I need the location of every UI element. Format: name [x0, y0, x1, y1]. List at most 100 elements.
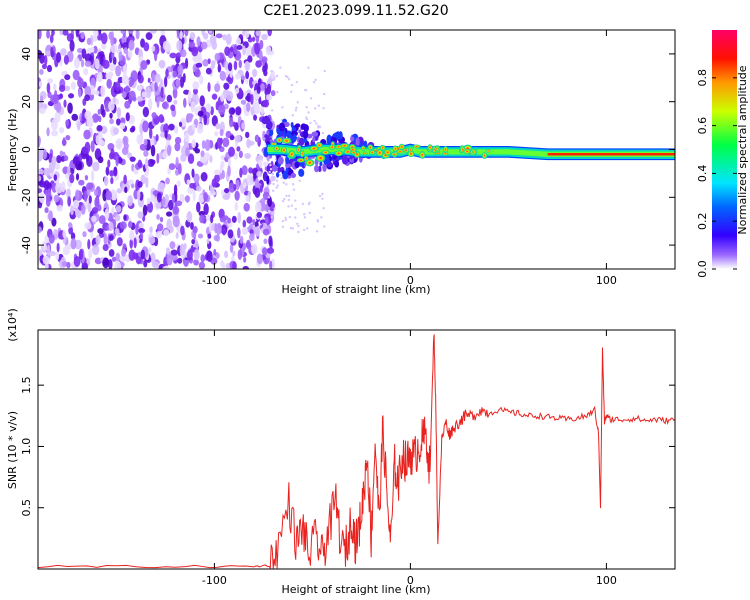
noise-dot	[39, 69, 44, 75]
noise-dot	[203, 192, 209, 202]
noise-dot	[195, 185, 202, 192]
noise-dot	[77, 121, 81, 131]
noise-dot	[62, 230, 67, 239]
noise-dot	[52, 83, 57, 91]
noise-dot	[121, 74, 129, 85]
noise-dot	[97, 30, 102, 35]
noise-dot	[245, 195, 250, 202]
noise-dot	[295, 106, 298, 110]
noise-dot	[49, 34, 54, 44]
noise-dot	[269, 77, 273, 80]
noise-dot	[208, 222, 213, 233]
noise-dot	[56, 155, 62, 164]
noise-dot	[109, 112, 113, 119]
noise-dot	[87, 239, 91, 250]
noise-dot	[208, 30, 213, 34]
noise-dot	[156, 152, 160, 164]
noise-dot	[55, 182, 63, 194]
signal-blob	[407, 150, 415, 158]
noise-dot	[207, 82, 211, 93]
noise-dot	[140, 249, 146, 260]
signal-halo-dot	[350, 136, 355, 141]
noise-dot	[48, 162, 55, 173]
noise-dot	[95, 234, 101, 246]
snr-frame	[37, 329, 676, 570]
noise-dot	[263, 161, 269, 167]
noise-dot	[90, 140, 95, 153]
signal-halo-dot	[266, 175, 270, 185]
noise-dot	[102, 243, 109, 252]
noise-dot	[186, 113, 194, 119]
signal-halo-dot	[295, 123, 301, 128]
signal-halo-dot	[326, 134, 332, 145]
noise-dot	[93, 45, 98, 54]
noise-dot	[271, 189, 275, 193]
noise-dot	[53, 174, 58, 181]
noise-dot	[143, 259, 148, 268]
noise-dot	[80, 59, 85, 68]
noise-dot	[169, 241, 176, 250]
noise-dot	[234, 87, 240, 94]
noise-dot	[69, 39, 75, 52]
signal-blob	[408, 147, 413, 153]
signal-halo-dot	[290, 172, 297, 179]
signal-blob	[273, 145, 280, 152]
signal-blob	[427, 144, 433, 151]
signal-halo-dot	[290, 122, 294, 128]
noise-dot	[105, 166, 110, 176]
noise-dot	[192, 93, 197, 100]
noise-dot	[90, 46, 95, 53]
noise-dot	[93, 189, 99, 197]
noise-dot	[121, 35, 128, 45]
signal-blob	[485, 149, 491, 153]
noise-dot	[315, 122, 318, 125]
noise-dot	[174, 142, 181, 152]
noise-dot	[96, 124, 103, 132]
noise-dot	[172, 215, 180, 228]
colorbar-tick-label: 0.4	[696, 165, 709, 183]
noise-dot	[94, 196, 100, 209]
signal-blob	[296, 157, 306, 163]
noise-dot	[66, 188, 71, 199]
noise-dot	[124, 85, 130, 94]
noise-dot	[270, 216, 274, 219]
noise-dot	[206, 238, 210, 244]
noise-dot	[148, 236, 156, 245]
signal-blob	[281, 146, 287, 155]
noise-dot	[163, 76, 168, 88]
noise-dot	[290, 204, 294, 207]
figure-title: C2E1.2023.099.11.52.G20	[263, 3, 448, 19]
noise-dot	[86, 182, 94, 190]
noise-dot	[112, 56, 117, 66]
noise-dot	[263, 69, 268, 77]
noise-dot	[44, 50, 52, 56]
noise-dot	[187, 153, 195, 165]
spectrogram-panel: -100 0 100 -40 -20 0 20 40 Height of straight l…	[6, 29, 676, 296]
spectrogram-ylabel: Frequency (Hz)	[6, 109, 19, 192]
noise-dot	[38, 30, 42, 40]
signal-blob	[392, 145, 399, 152]
noise-dot	[123, 47, 128, 55]
noise-dot	[178, 121, 183, 127]
noise-dot	[38, 80, 43, 88]
noise-dot	[321, 197, 324, 201]
noise-dot	[192, 189, 196, 202]
noise-dot	[155, 202, 162, 209]
noise-dot	[214, 223, 218, 234]
noise-dot	[138, 227, 146, 234]
noise-dot	[275, 179, 279, 182]
noise-dot	[231, 215, 237, 223]
noise-dot	[146, 197, 151, 205]
noise-dot	[267, 30, 272, 37]
noise-dot	[116, 237, 123, 247]
noise-dot	[296, 222, 299, 225]
noise-dot	[192, 81, 200, 90]
signal-halo-dot	[291, 130, 298, 137]
noise-dot	[145, 176, 149, 188]
noise-dot	[78, 88, 82, 98]
noise-dot	[296, 101, 300, 104]
noise-dot	[249, 233, 255, 242]
noise-dot	[253, 102, 260, 113]
noise-dot	[38, 175, 42, 182]
